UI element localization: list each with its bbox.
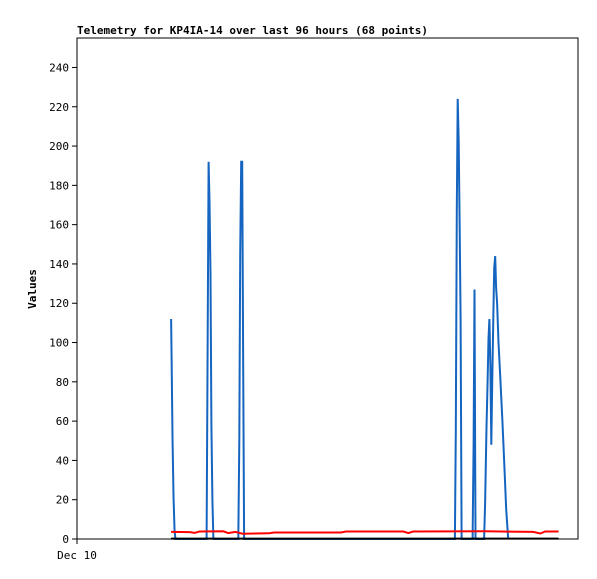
plot-area <box>76 37 579 540</box>
chart-title: Telemetry for KP4IA-14 over last 96 hour… <box>77 24 428 37</box>
y-axis-title: Values <box>26 269 39 309</box>
series-line-0 <box>170 98 510 540</box>
y-tick-label-20: 20 <box>56 494 69 507</box>
y-tick-label-220: 220 <box>49 101 69 114</box>
y-tick-label-240: 240 <box>49 61 69 74</box>
y-tick-label-80: 80 <box>56 376 69 389</box>
y-tick-label-140: 140 <box>49 258 69 271</box>
y-tick-label-120: 120 <box>49 297 69 310</box>
y-tick-label-40: 40 <box>56 454 69 467</box>
y-tick-label-60: 60 <box>56 415 69 428</box>
y-tick-label-200: 200 <box>49 140 69 153</box>
x-tick-label-0: Dec 10 <box>57 549 97 562</box>
x-axis: Dec 10 <box>57 539 97 562</box>
y-tick-label-0: 0 <box>62 533 69 546</box>
y-axis: 0 20 40 60 80 100 120 140 160 180 200 220 240 <box>49 61 77 546</box>
y-tick-label-180: 180 <box>49 179 69 192</box>
y-tick-label-100: 100 <box>49 337 69 350</box>
series-layer <box>170 98 559 540</box>
y-tick-label-160: 160 <box>49 219 69 232</box>
series-line-1 <box>171 530 559 535</box>
